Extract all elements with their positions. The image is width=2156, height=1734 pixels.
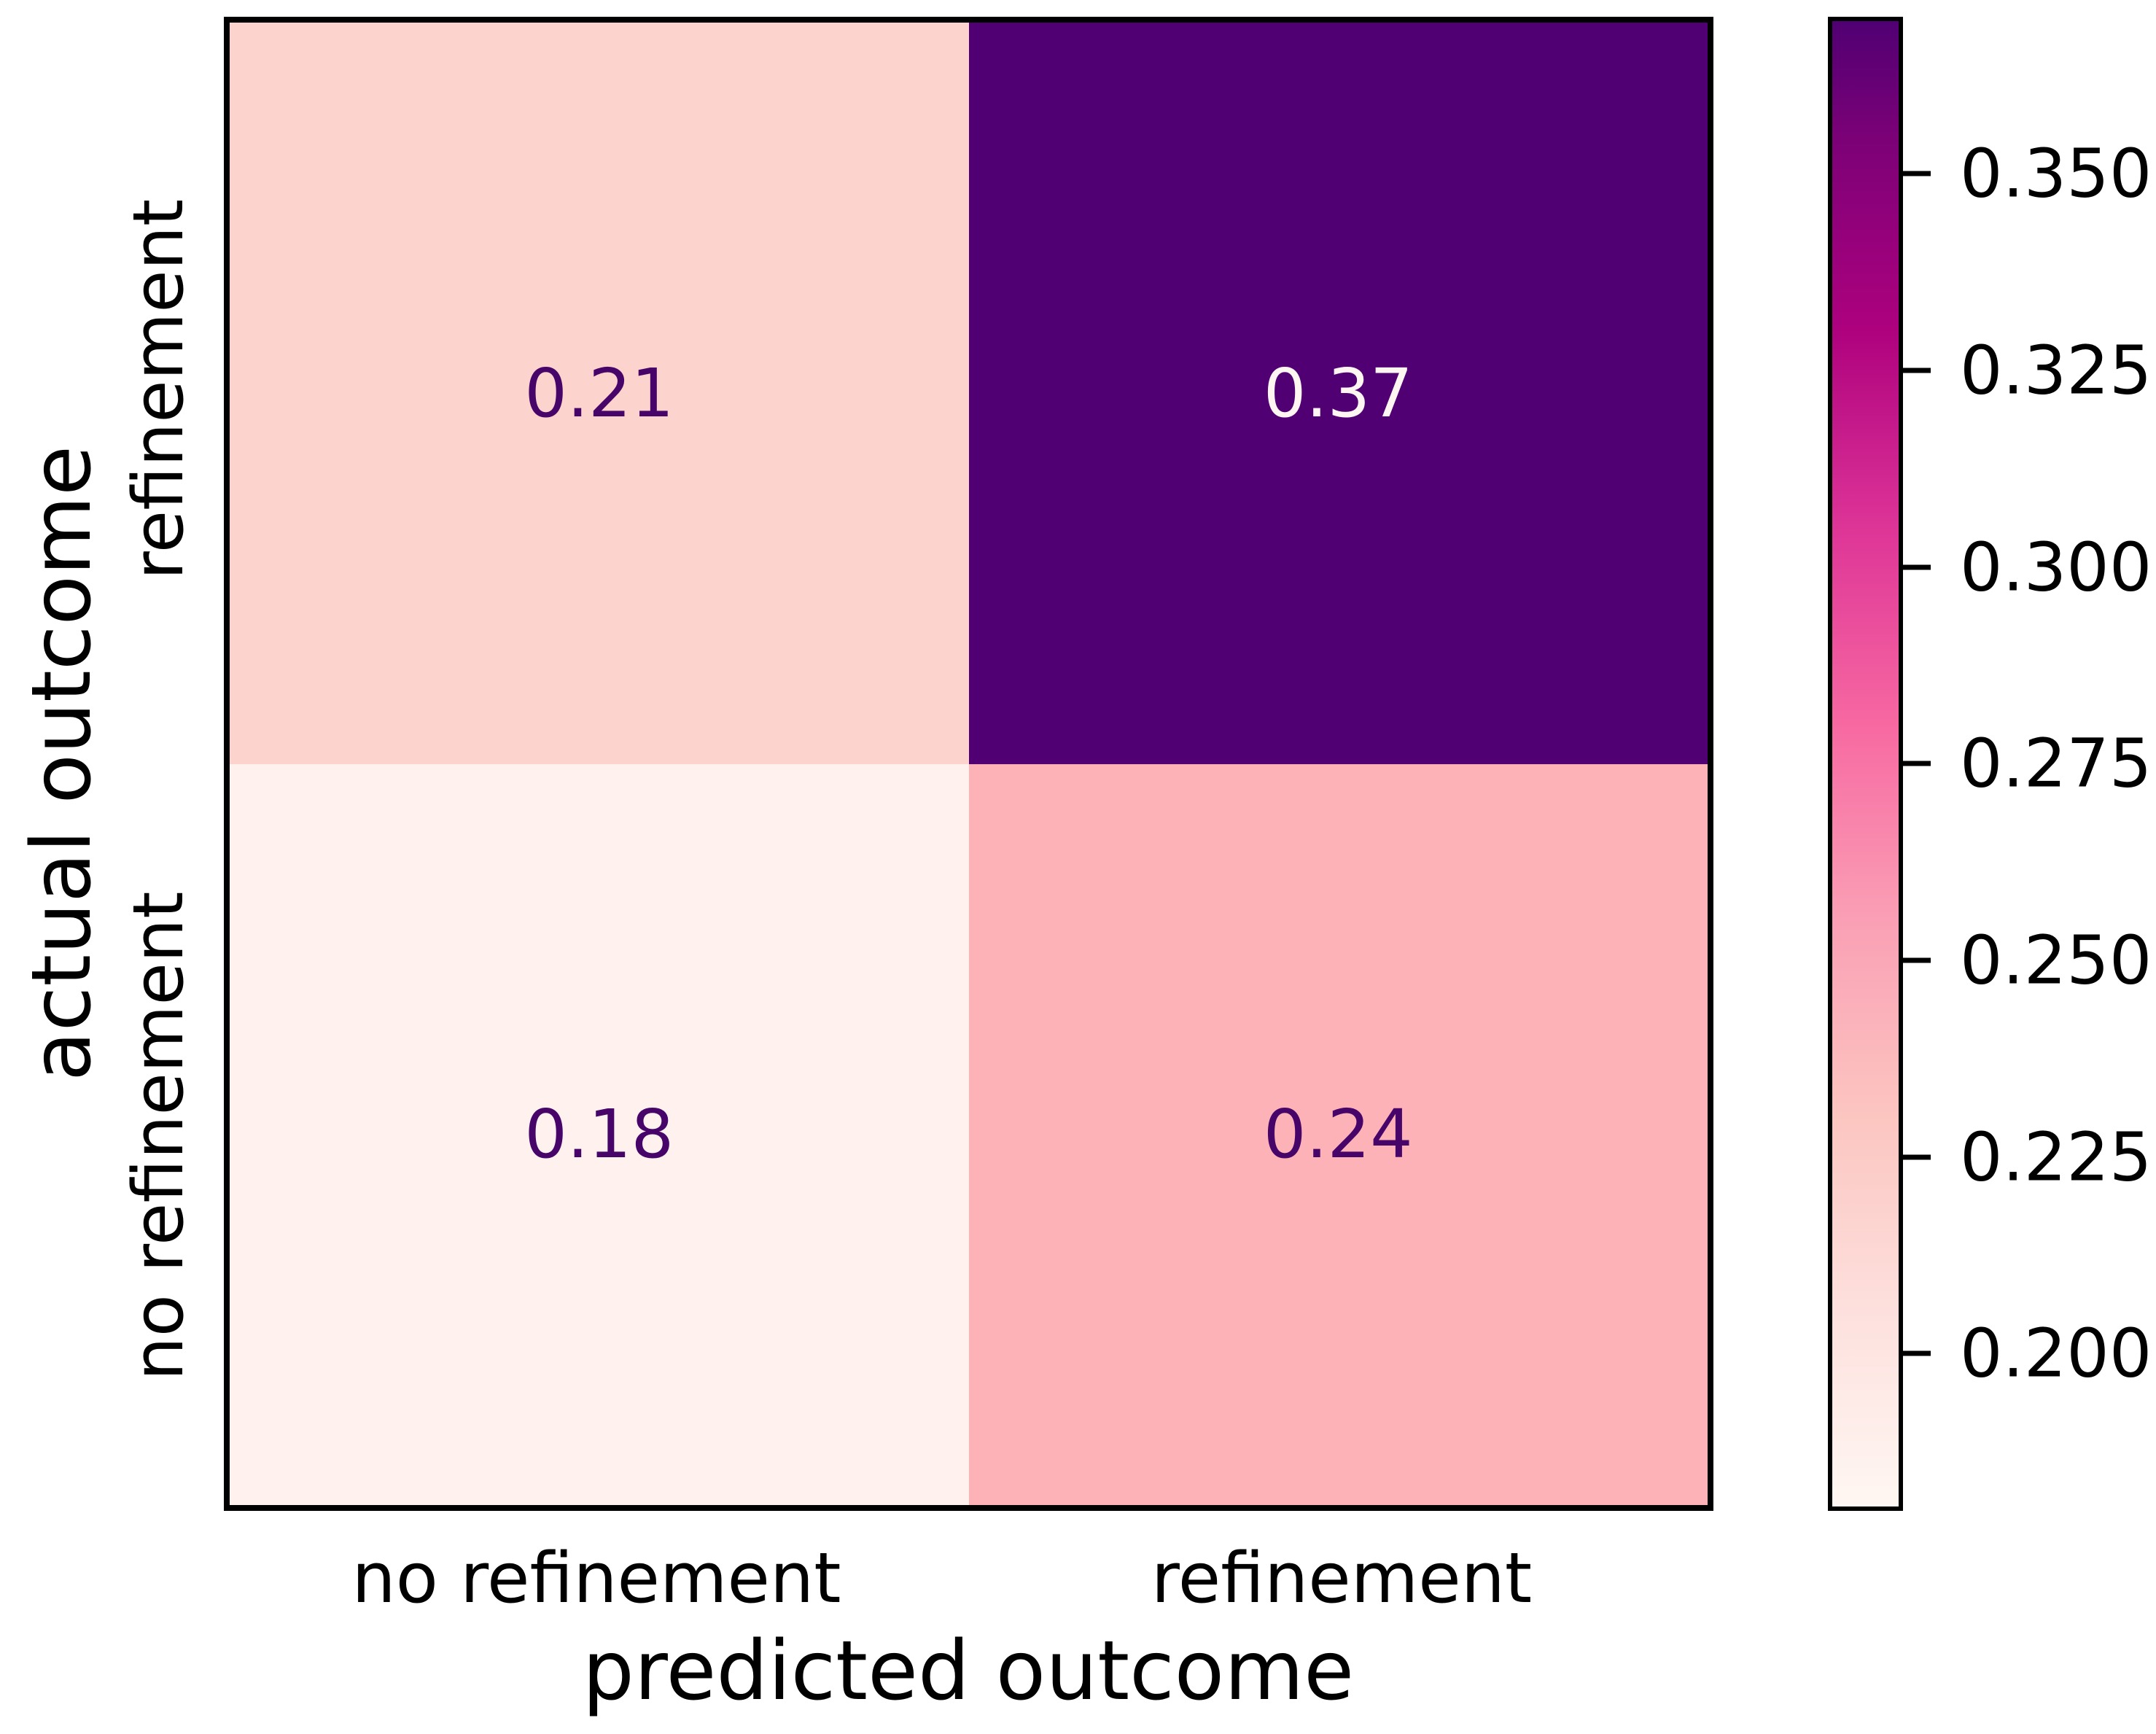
colorbar-tick-mark	[1903, 171, 1931, 176]
colorbar-tick-label: 0.300	[1960, 528, 2152, 607]
colorbar-tick-mark	[1903, 564, 1931, 570]
colorbar-tick-mark	[1903, 761, 1931, 766]
heatmap-cell-actual-no-refinement-pred-refinement: 0.24	[968, 763, 1708, 1505]
y-tick-label-refinement: refinement	[119, 198, 199, 580]
cell-value-label: 0.37	[1263, 354, 1413, 432]
x-tick-label-refinement: refinement	[1151, 1539, 1533, 1619]
colorbar-tick-mark	[1903, 1350, 1931, 1356]
heatmap-cell-actual-refinement-pred-no-refinement: 0.21	[230, 23, 969, 764]
x-tick-label-no-refinement: no refinement	[351, 1539, 841, 1619]
colorbar-tick-mark	[1903, 957, 1931, 963]
y-axis-title: actual outcome	[15, 446, 109, 1081]
colorbar-tick-label: 0.250	[1960, 921, 2152, 1000]
heatmap-cell-actual-refinement-pred-refinement: 0.37	[968, 23, 1708, 764]
colorbar-tick-label: 0.325	[1960, 331, 2152, 410]
cell-value-label: 0.24	[1263, 1095, 1413, 1174]
cell-value-label: 0.21	[524, 354, 674, 432]
colorbar-tick-label: 0.275	[1960, 724, 2152, 803]
x-axis-title: predicted outcome	[582, 1624, 1355, 1719]
colorbar-tick-mark	[1903, 1154, 1931, 1160]
heatmap-cell-actual-no-refinement-pred-no-refinement: 0.18	[230, 763, 969, 1505]
colorbar-tick-label: 0.350	[1960, 134, 2152, 213]
colorbar	[1828, 17, 1903, 1511]
colorbar-tick-mark	[1903, 368, 1931, 373]
colorbar-tick-label: 0.200	[1960, 1314, 2152, 1393]
colorbar-tick-label: 0.225	[1960, 1118, 2152, 1197]
cell-value-label: 0.18	[524, 1095, 674, 1174]
heatmap-grid: 0.21 0.37 0.18 0.24	[224, 17, 1713, 1511]
y-tick-label-no-refinement: no refinement	[119, 891, 199, 1381]
